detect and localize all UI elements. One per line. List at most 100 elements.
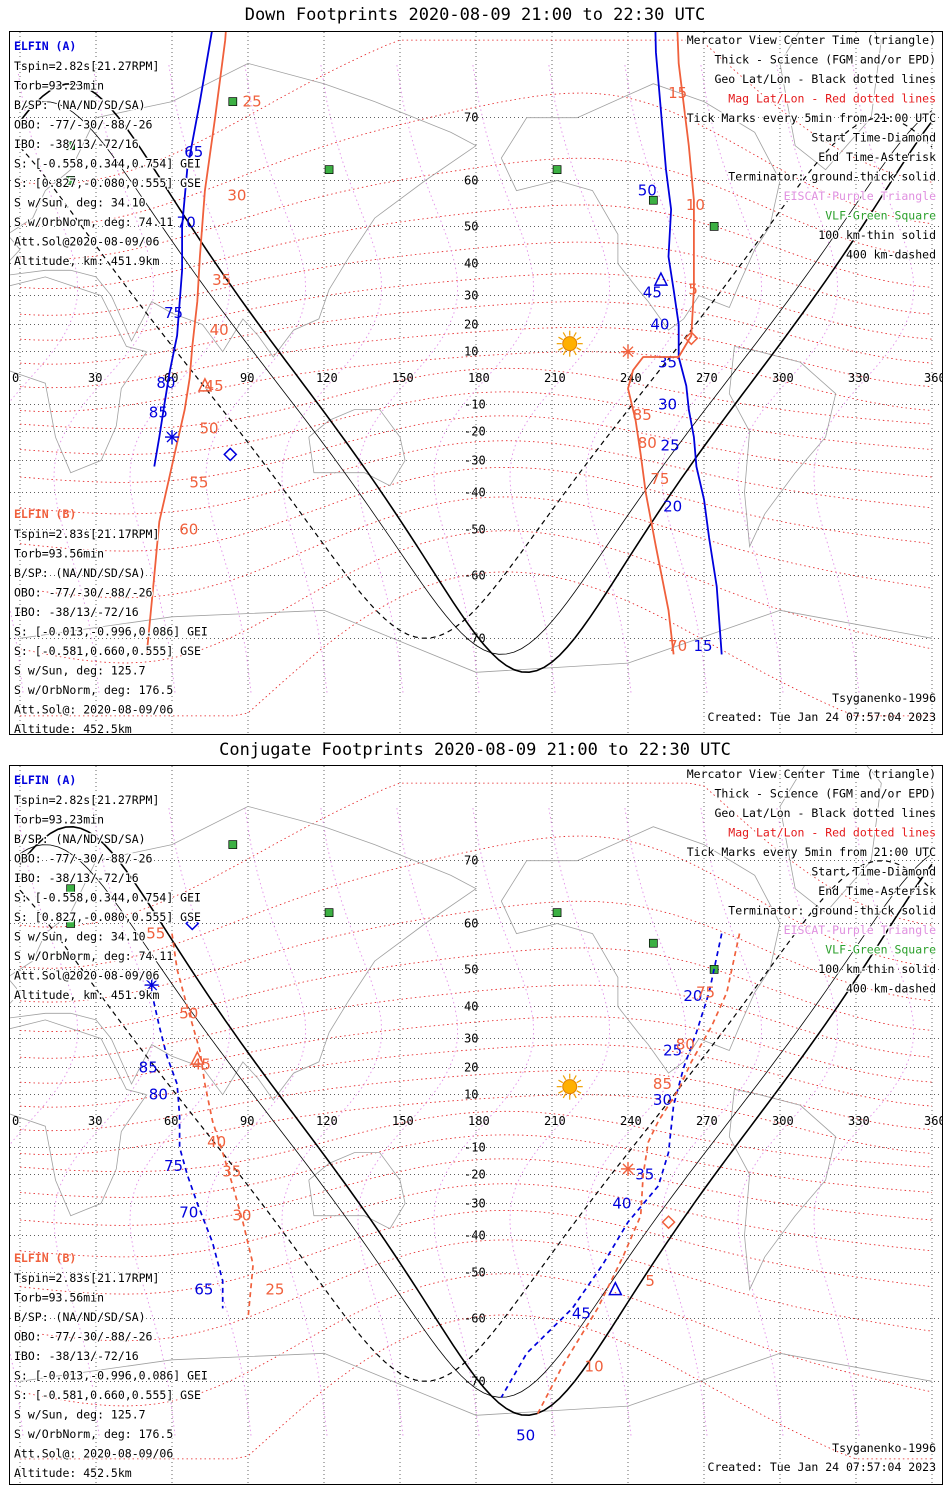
lon-tick-label: 120 xyxy=(316,371,338,385)
lon-tick-label: 270 xyxy=(696,1114,718,1128)
track-tick-label: 50 xyxy=(179,1004,198,1022)
coastline xyxy=(10,1019,148,1217)
mag-latitude-line xyxy=(19,1044,933,1108)
coastline xyxy=(500,826,781,1074)
elfin-info-line: S w/OrbNorm, deg: 74.11 xyxy=(14,949,173,963)
elfin-info-line: IBO: -38/13/-72/16 xyxy=(14,137,139,151)
vlf-station-square xyxy=(324,908,334,918)
elfin-info-line: Altitude, km: 451.9km xyxy=(14,988,159,1002)
end-time-asterisk-b xyxy=(621,344,635,359)
track-tick-label: 70 xyxy=(668,637,687,655)
stations xyxy=(66,840,719,974)
vlf-station-square xyxy=(228,97,238,106)
elfin-info-line: S w/Sun, deg: 125.7 xyxy=(14,664,146,678)
lon-tick-label: 180 xyxy=(468,371,490,385)
vlf-station-square xyxy=(552,165,562,175)
elfin-a-info: ELFIN (A) Tspin=2.82s[21.27RPM] Torb=93.23… xyxy=(13,39,203,269)
legend-item: VLF-Green Square xyxy=(825,209,936,223)
mag-latitude-line xyxy=(19,1239,933,1342)
legend-item: EISCAT-Purple Triangle xyxy=(784,189,936,203)
legend-item: Mercator View Center Time (triangle) xyxy=(687,767,936,781)
sun-icon xyxy=(556,330,583,357)
coastlines xyxy=(10,766,933,1416)
lon-tick-label: 0 xyxy=(12,1114,19,1128)
elfin-info-line: Torb=93.56min xyxy=(14,1291,104,1305)
legend-item: Mag Lat/Lon - Red dotted lines xyxy=(728,92,936,106)
legend-item: Geo Lat/Lon - Black dotted lines xyxy=(714,72,936,86)
coastline xyxy=(10,276,148,474)
track-tick-label: 75 xyxy=(164,304,183,322)
elfin-info-line: OBO: -77/-30/-88/-26 xyxy=(14,852,153,866)
mag-grid xyxy=(10,782,933,1460)
elfin-header: ELFIN (A) xyxy=(14,773,76,787)
coastline xyxy=(779,32,882,171)
lat-tick-label: -60 xyxy=(464,569,486,583)
elfin-header: ELFIN (B) xyxy=(14,1251,76,1265)
start-time-diamond-b xyxy=(684,331,699,346)
sun-ray xyxy=(576,1090,582,1094)
lat-tick-label: 20 xyxy=(464,1061,478,1075)
map-panel-conjugate: 0 30 60 90 120 150 180 210 240 270 300 330 360 70 60 50… xyxy=(9,765,943,1485)
sun-ray xyxy=(562,332,567,338)
lon-tick-label: 150 xyxy=(392,371,414,385)
track-tick-label: 35 xyxy=(635,1165,654,1183)
terminator xyxy=(19,82,933,674)
track-tick-label: 55 xyxy=(146,925,165,943)
lat-tick-label: 40 xyxy=(464,257,478,271)
sun-ray xyxy=(558,347,564,351)
coastline xyxy=(10,805,477,1101)
axis-labels: 0 30 60 90 120 150 180 210 240 270 300 330 360 70 60 50… xyxy=(12,854,942,1389)
track-tick-label: 40 xyxy=(210,321,229,339)
vlf-station-square xyxy=(324,165,334,175)
elfin-a-info: ELFIN (A) Tspin=2.82s[21.27RPM] Torb=93.23… xyxy=(13,773,203,1003)
track-tick-label: 35 xyxy=(222,1163,241,1181)
elfin-info-line: S: [-0.581,0.660,0.555] GSE xyxy=(14,1388,201,1402)
lat-tick-label: -60 xyxy=(464,1312,486,1326)
lat-tick-label: 30 xyxy=(464,1032,478,1046)
track-tick-label: 45 xyxy=(643,284,662,302)
sun-ray xyxy=(562,350,567,356)
terminator-curve xyxy=(19,825,933,1417)
terminator-curve xyxy=(19,82,933,674)
lat-tick-label: -70 xyxy=(464,631,486,645)
legend-item: VLF-Green Square xyxy=(825,943,936,957)
elfin-info-line: OBO: -77/-30/-88/-26 xyxy=(14,1330,153,1344)
elfin-info-line: Tspin=2.83s[21.17RPM] xyxy=(14,1271,159,1285)
map-canvas-conjugate: 0 30 60 90 120 150 180 210 240 270 300 330 360 70 60 50… xyxy=(10,766,942,1484)
geo-grid xyxy=(10,32,942,734)
track-tick-label: 80 xyxy=(676,1036,695,1054)
track-tick-label: 30 xyxy=(658,395,677,413)
vlf-station-square xyxy=(648,938,658,948)
track-tick-label: 85 xyxy=(139,1059,158,1077)
elfin-b-info: ELFIN (B) Tspin=2.83s[21.17RPM] Torb=93.56… xyxy=(13,507,209,734)
lat-tick-label: 10 xyxy=(464,345,478,359)
track-tick-label: 35 xyxy=(212,271,231,289)
mag-latitude-line xyxy=(19,440,933,515)
center-time-triangle-a xyxy=(608,1280,623,1296)
lat-tick-label: 70 xyxy=(464,854,478,868)
terminator-curve xyxy=(19,117,933,639)
lon-tick-label: 60 xyxy=(164,1114,178,1128)
sun-ray xyxy=(573,1075,577,1081)
vlf-station-square xyxy=(648,195,658,205)
lat-tick-label: 40 xyxy=(464,1000,478,1014)
vlf-station-square xyxy=(66,176,76,185)
lat-tick-label: -20 xyxy=(464,1167,486,1181)
mag-latitude-line xyxy=(19,241,933,316)
mag-latitude-line xyxy=(19,92,933,226)
mag-latitude-line xyxy=(19,530,933,664)
mag-latitude-line xyxy=(20,571,932,717)
track-tick-label: 55 xyxy=(189,473,208,491)
lat-tick-label: 20 xyxy=(464,318,478,332)
elfin-info-line: IBO: -38/13/-72/16 xyxy=(14,871,139,885)
track-tick-label: 15 xyxy=(693,637,712,655)
track-tick-label: 65 xyxy=(184,143,203,161)
mag-latitude-line xyxy=(19,351,933,413)
legend-item: End Time-Asterisk xyxy=(818,884,936,898)
mag-latitude-line xyxy=(19,1016,933,1084)
vlf-station-square xyxy=(66,141,76,151)
lat-tick-label: -10 xyxy=(464,1140,486,1154)
mag-latitude-line xyxy=(19,273,933,341)
terminator xyxy=(19,825,933,1417)
elfin-info-line: B/SP: (NA/ND/SD/SA) xyxy=(14,832,146,846)
